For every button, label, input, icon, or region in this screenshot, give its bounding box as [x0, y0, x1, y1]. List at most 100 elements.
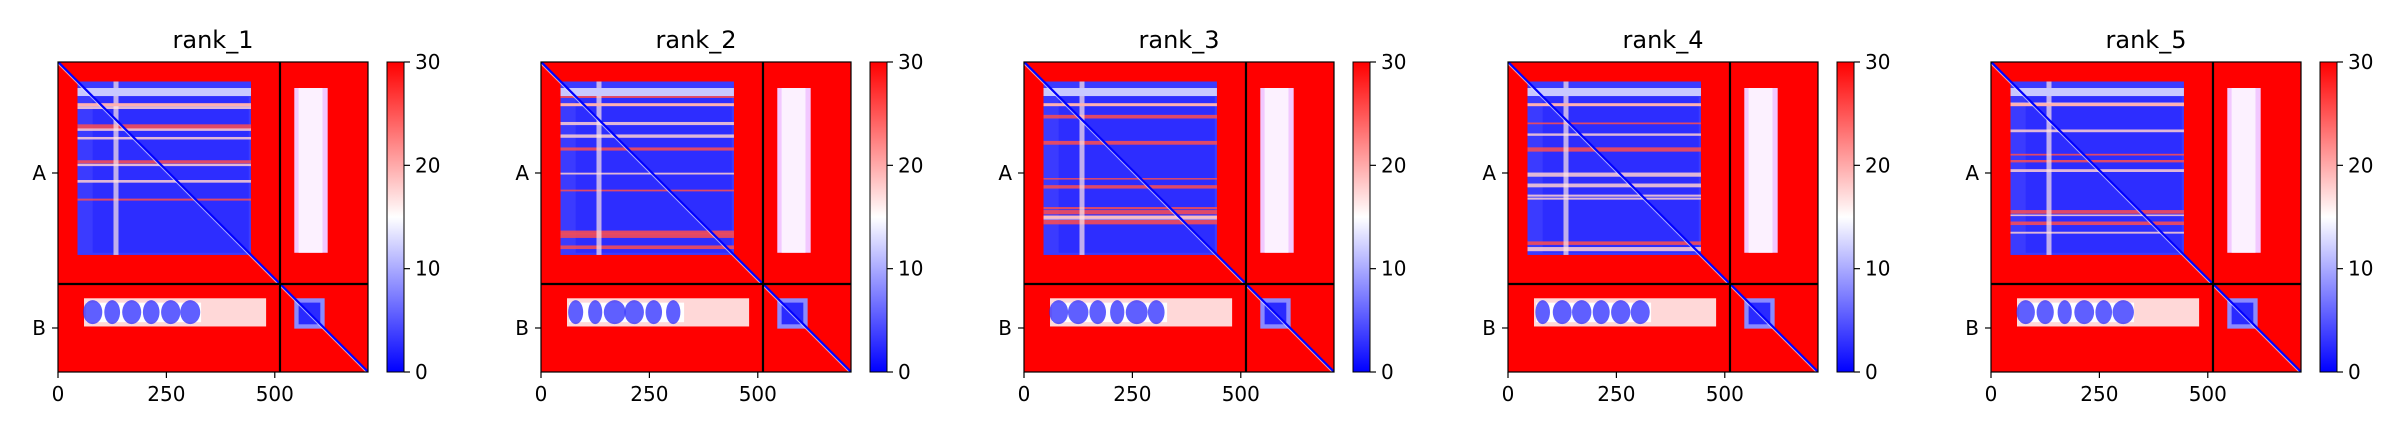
x-tick-label: 0: [1018, 382, 1031, 406]
x-tick-label: 0: [52, 382, 65, 406]
y-tick-label-b: B: [1482, 316, 1496, 340]
y-tick-label-a: A: [515, 161, 529, 185]
chain-a-stripe: [560, 134, 734, 138]
y-tick-label-a: A: [998, 161, 1012, 185]
colorbar: 0 10 20 30: [2319, 50, 2373, 384]
chain-a-stripe: [1043, 215, 1217, 220]
diagonal: [1508, 62, 1818, 372]
colorbar-gradient: [869, 61, 888, 373]
colorbar: 0 10 20 30: [1352, 50, 1406, 384]
colorbar-gradient: [1352, 61, 1371, 373]
b-a-spot: [1125, 300, 1148, 325]
b-a-spot: [2074, 300, 2095, 325]
chain-a-stripe: [77, 106, 251, 110]
b-a-spot: [1110, 300, 1125, 325]
colorbar-tick-label: 10: [2348, 257, 2373, 281]
pae-heatmap: [1991, 62, 2301, 372]
chain-a-stripe: [2010, 153, 2184, 156]
x-tick-label: 500: [256, 382, 294, 406]
b-a-spot: [624, 300, 644, 325]
diagonal-edge: [1508, 63, 1817, 372]
chain-a-stripe: [2010, 214, 2184, 217]
panel-rank-3: rank_3 0 250 500 A B 0 10 20 30: [998, 26, 1406, 406]
a-b-strip-core: [2231, 88, 2256, 253]
b-a-spot: [603, 300, 626, 325]
chain-a-stripe: [1043, 207, 1217, 210]
chain-a-stripe: [1527, 183, 1701, 188]
b-a-spot: [180, 300, 201, 325]
chain-a-stripe: [560, 189, 734, 192]
diagonal: [1024, 62, 1334, 372]
colorbar-tick-label: 20: [1381, 153, 1406, 177]
y-tick-label-b: B: [515, 316, 529, 340]
b-a-spot: [1592, 300, 1610, 325]
colorbar-tick-label: 20: [1865, 153, 1890, 177]
colorbar-tick-label: 20: [898, 153, 923, 177]
chain-a-stripe: [2010, 159, 2184, 163]
b-a-spot: [2036, 300, 2054, 325]
chain-a-stripe: [2010, 221, 2184, 226]
b-a-spot: [1552, 300, 1572, 325]
colorbar-tick-label: 30: [2348, 50, 2373, 74]
b-a-spot: [1049, 300, 1069, 325]
b-a-spot: [2095, 300, 2113, 325]
x-tick-label: 250: [2080, 382, 2118, 406]
chain-a-stripe: [1527, 241, 1701, 245]
diagonal: [58, 62, 368, 372]
diagonal-edge: [58, 63, 367, 372]
colorbar-gradient: [2319, 61, 2338, 373]
b-a-spot: [588, 300, 603, 325]
pae-heatmap: [1508, 62, 1818, 372]
colorbar-tick-label: 30: [1865, 50, 1890, 74]
pae-heatmap: [1024, 62, 1334, 372]
b-a-spot: [2057, 300, 2072, 325]
x-tick-label: 0: [1985, 382, 1998, 406]
y-tick-label-b: B: [998, 316, 1012, 340]
diagonal-edge: [1024, 63, 1333, 372]
chain-a-stripe: [560, 233, 734, 238]
chain-a-stripe: [77, 198, 251, 201]
plot-frame: [1990, 61, 2302, 373]
colorbar: 0 10 20 30: [869, 50, 923, 384]
panel-title: rank_1: [173, 26, 254, 54]
chain-a-band: [1527, 103, 1701, 107]
chain-a-vstripe: [1079, 81, 1085, 255]
chain-a-stripe: [77, 124, 251, 129]
panel-title: rank_2: [656, 26, 737, 54]
panel-title: rank_5: [2106, 26, 2187, 54]
chain-a-stripe: [560, 230, 734, 235]
chain-a-vstripe: [1563, 81, 1569, 255]
x-tick-label: 0: [535, 382, 548, 406]
chain-a-vstripe: [596, 81, 602, 255]
y-tick-label-a: A: [1482, 161, 1496, 185]
b-a-spot: [83, 300, 103, 325]
panel-rank-1: rank_1 0 250 500 A B 0 10 20 30: [32, 26, 440, 406]
diagonal-edge: [1991, 63, 2300, 372]
y-tick-label-b: B: [32, 316, 46, 340]
a-b-strip-core: [298, 88, 323, 253]
b-a-spot: [104, 300, 121, 325]
x-tick-label: 500: [739, 382, 777, 406]
panel-rank-2: rank_2 0 250 500 A B 0 10 20 30: [515, 26, 923, 406]
chain-a-band: [2010, 88, 2184, 97]
chain-a-stripe: [1527, 172, 1701, 177]
b-a-spot: [1535, 300, 1550, 325]
chain-a-stripe: [77, 160, 251, 164]
colorbar-tick-label: 10: [415, 257, 440, 281]
colorbar-tick-label: 0: [415, 360, 428, 384]
x-tick-label: 0: [1502, 382, 1515, 406]
colorbar-tick-label: 0: [1865, 360, 1878, 384]
colorbar-tick-label: 30: [898, 50, 923, 74]
b-a-spot: [122, 300, 142, 325]
chain-a-stripe: [1527, 247, 1701, 252]
colorbar-tick-label: 10: [898, 257, 923, 281]
y-tick-label-a: A: [1965, 161, 1979, 185]
pae-heatmap: [58, 62, 368, 372]
x-tick-label: 500: [1222, 382, 1260, 406]
chain-a-stripe: [560, 172, 734, 175]
x-tick-label: 250: [147, 382, 185, 406]
colorbar-tick-label: 30: [1381, 50, 1406, 74]
chain-a-stripe: [560, 147, 734, 151]
x-tick-label: 250: [630, 382, 668, 406]
